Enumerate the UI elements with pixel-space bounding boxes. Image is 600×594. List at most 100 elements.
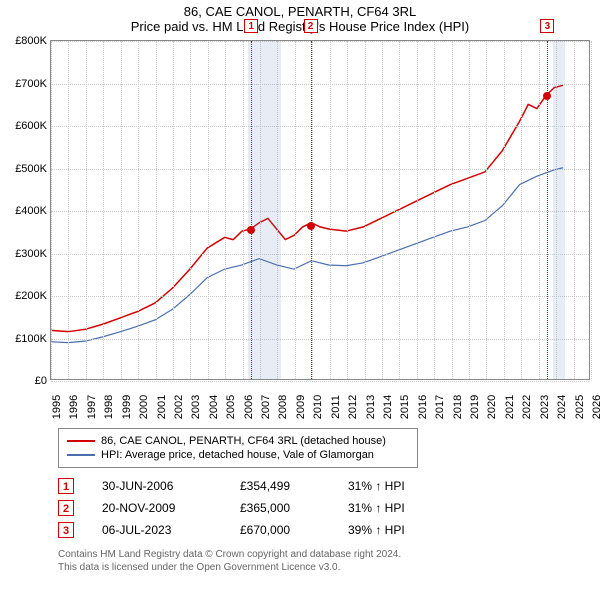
x-axis-label: 2016	[417, 395, 429, 419]
chart-subtitle: Price paid vs. HM Land Registry's House …	[0, 19, 600, 34]
x-axis-label: 2007	[260, 395, 272, 419]
y-axis-label: £500K	[3, 163, 47, 175]
x-axis-label: 1996	[68, 395, 80, 419]
x-axis-label: 2012	[347, 395, 359, 419]
gridline-vertical	[382, 41, 383, 379]
x-axis-label: 2017	[434, 395, 446, 419]
sales-marker: 1	[58, 478, 74, 494]
x-axis-label: 2018	[452, 395, 464, 419]
gridline-vertical	[295, 41, 296, 379]
gridline-horizontal	[51, 254, 589, 255]
sales-marker: 2	[58, 500, 74, 516]
x-axis-label: 2026	[591, 395, 600, 419]
gridline-horizontal	[51, 339, 589, 340]
y-axis-label: £700K	[3, 78, 47, 90]
sales-delta: 39% ↑ HPI	[348, 523, 448, 537]
chart-title: 86, CAE CANOL, PENARTH, CF64 3RL	[0, 4, 600, 19]
gridline-vertical	[574, 41, 575, 379]
gridline-horizontal	[51, 211, 589, 212]
gridline-vertical	[591, 41, 592, 379]
sales-delta: 31% ↑ HPI	[348, 479, 448, 493]
gridline-vertical	[417, 41, 418, 379]
y-axis-label: £200K	[3, 290, 47, 302]
gridline-vertical	[539, 41, 540, 379]
sales-row: 130-JUN-2006£354,49931% ↑ HPI	[58, 478, 600, 494]
y-axis-label: £400K	[3, 205, 47, 217]
chart-lines-svg	[51, 41, 589, 379]
gridline-vertical	[486, 41, 487, 379]
x-axis-label: 2020	[486, 395, 498, 419]
gridline-horizontal	[51, 169, 589, 170]
sales-delta: 31% ↑ HPI	[348, 501, 448, 515]
x-axis-label: 2025	[574, 395, 586, 419]
gridline-vertical	[86, 41, 87, 379]
x-axis-label: 2005	[225, 395, 237, 419]
gridline-horizontal	[51, 84, 589, 85]
x-axis-label: 2001	[156, 395, 168, 419]
x-axis-label: 2011	[330, 395, 342, 419]
x-axis-label: 2021	[504, 395, 516, 419]
gridline-vertical	[365, 41, 366, 379]
legend-item: HPI: Average price, detached house, Vale…	[67, 449, 409, 461]
x-axis-label: 2003	[190, 395, 202, 419]
sales-marker: 3	[58, 522, 74, 538]
event-marker-label: 2	[304, 19, 318, 33]
legend-label: 86, CAE CANOL, PENARTH, CF64 3RL (detach…	[101, 435, 386, 447]
gridline-vertical	[243, 41, 244, 379]
gridline-vertical	[121, 41, 122, 379]
gridline-vertical	[399, 41, 400, 379]
gridline-vertical	[504, 41, 505, 379]
gridline-vertical	[190, 41, 191, 379]
sales-row: 306-JUL-2023£670,00039% ↑ HPI	[58, 522, 600, 538]
y-axis-label: £600K	[3, 120, 47, 132]
gridline-horizontal	[51, 296, 589, 297]
event-marker-dot	[247, 226, 255, 234]
sales-price: £365,000	[240, 501, 320, 515]
gridline-vertical	[347, 41, 348, 379]
chart-plot-area: £0£100K£200K£300K£400K£500K£600K£700K£80…	[50, 40, 590, 380]
event-marker-line	[251, 41, 252, 379]
sales-date: 06-JUL-2023	[102, 523, 212, 537]
gridline-horizontal	[51, 381, 589, 382]
gridline-vertical	[68, 41, 69, 379]
gridline-vertical	[469, 41, 470, 379]
chart-legend: 86, CAE CANOL, PENARTH, CF64 3RL (detach…	[58, 428, 418, 468]
event-marker-dot	[307, 222, 315, 230]
event-marker-line	[311, 41, 312, 379]
sales-date: 30-JUN-2006	[102, 479, 212, 493]
gridline-vertical	[225, 41, 226, 379]
x-axis-label: 2013	[365, 395, 377, 419]
x-axis-label: 2000	[138, 395, 150, 419]
sales-table: 130-JUN-2006£354,49931% ↑ HPI220-NOV-200…	[58, 478, 600, 538]
x-axis-label: 1999	[121, 395, 133, 419]
sales-date: 20-NOV-2009	[102, 501, 212, 515]
y-axis-label: £100K	[3, 333, 47, 345]
x-axis-label: 2009	[295, 395, 307, 419]
legend-swatch	[67, 440, 95, 442]
gridline-vertical	[156, 41, 157, 379]
x-axis-label: 2002	[173, 395, 185, 419]
event-marker-label: 1	[244, 19, 258, 33]
x-axis-label: 2014	[382, 395, 394, 419]
x-axis-label: 2023	[539, 395, 551, 419]
shaded-band	[248, 41, 281, 379]
legend-swatch	[67, 454, 95, 456]
gridline-vertical	[330, 41, 331, 379]
gridline-horizontal	[51, 41, 589, 42]
gridline-vertical	[138, 41, 139, 379]
x-axis-label: 1995	[51, 395, 63, 419]
gridline-vertical	[452, 41, 453, 379]
attribution-footer: Contains HM Land Registry data © Crown c…	[58, 548, 600, 574]
gridline-vertical	[521, 41, 522, 379]
gridline-vertical	[51, 41, 52, 379]
x-axis-label: 2004	[208, 395, 220, 419]
y-axis-label: £800K	[3, 35, 47, 47]
footer-line-2: This data is licensed under the Open Gov…	[58, 561, 600, 574]
x-axis-label: 2024	[556, 395, 568, 419]
y-axis-label: £0	[3, 375, 47, 387]
x-axis-label: 2022	[521, 395, 533, 419]
legend-label: HPI: Average price, detached house, Vale…	[101, 449, 374, 461]
x-axis-label: 2006	[243, 395, 255, 419]
x-axis-label: 2008	[277, 395, 289, 419]
legend-item: 86, CAE CANOL, PENARTH, CF64 3RL (detach…	[67, 435, 409, 447]
